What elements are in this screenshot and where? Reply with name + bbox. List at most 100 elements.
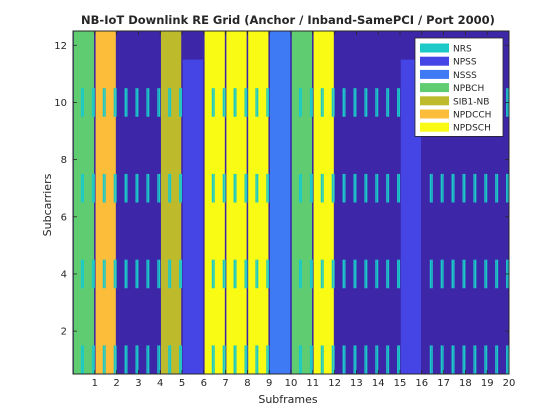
nrs-marker <box>266 88 268 117</box>
nrs-marker <box>91 173 94 203</box>
nrs-marker <box>168 88 170 117</box>
nrs-marker <box>255 259 257 289</box>
nrs-marker <box>300 345 302 374</box>
nrs-marker <box>375 345 377 374</box>
nrs-marker <box>137 259 139 289</box>
nrs-marker <box>169 345 172 374</box>
nrs-marker <box>113 88 116 117</box>
nrs-marker <box>169 259 172 289</box>
nrs-marker <box>233 259 235 289</box>
nrs-marker <box>115 173 117 203</box>
nrs-marker <box>146 173 148 203</box>
nrs-marker <box>298 88 301 117</box>
x-tick-label: 20 <box>503 378 516 389</box>
nrs-marker <box>397 259 399 289</box>
nrs-marker <box>157 345 159 374</box>
nrs-marker <box>102 88 105 117</box>
block-npss-sf15 <box>400 59 422 374</box>
nrs-marker <box>82 259 84 289</box>
x-tick-label: 18 <box>459 378 472 389</box>
nrs-marker <box>80 173 83 203</box>
nrs-marker <box>355 88 357 117</box>
nrs-marker <box>473 345 475 374</box>
nrs-marker <box>333 88 335 117</box>
legend: NRS NPSS NSSS NPBCH SIB1-NB NPDCCH NPDSCH <box>414 37 504 137</box>
nrs-marker <box>213 173 215 203</box>
nrs-marker <box>180 173 183 203</box>
legend-label: NPBCH <box>453 84 484 94</box>
nrs-marker <box>255 345 257 374</box>
x-tick-label: 1 <box>92 378 98 389</box>
nrs-marker <box>266 173 268 203</box>
nrs-marker <box>333 345 335 374</box>
nrs-marker <box>213 345 215 374</box>
nrs-marker <box>344 173 346 203</box>
legend-swatch <box>420 109 449 119</box>
x-axis-label: Subframes <box>258 393 318 406</box>
y-axis-label: Subcarriers <box>41 173 54 236</box>
nrs-marker <box>300 259 302 289</box>
nrs-marker <box>331 173 334 203</box>
nrs-marker <box>135 345 137 374</box>
nrs-marker <box>364 345 366 374</box>
nrs-marker <box>473 173 475 203</box>
nrs-marker <box>387 88 390 117</box>
legend-swatch <box>420 83 449 93</box>
nrs-marker <box>169 173 172 203</box>
nrs-marker <box>224 88 226 117</box>
nrs-marker <box>298 259 301 289</box>
nrs-marker <box>93 345 95 374</box>
nrs-marker <box>309 173 312 203</box>
nrs-marker <box>331 259 334 289</box>
nrs-marker <box>126 345 128 374</box>
nrs-marker <box>442 259 444 289</box>
nrs-marker <box>266 259 268 289</box>
nrs-marker <box>484 259 486 289</box>
nrs-marker <box>322 88 324 117</box>
nrs-marker <box>429 259 432 289</box>
legend-label: NSSS <box>453 71 477 81</box>
nrs-marker <box>91 88 94 117</box>
nrs-marker <box>246 88 248 117</box>
nrs-marker <box>365 345 368 374</box>
nrs-marker <box>333 259 335 289</box>
nrs-marker <box>386 88 388 117</box>
nrs-marker <box>124 173 126 203</box>
legend-swatch <box>420 43 449 53</box>
legend-label: SIB1-NB <box>453 97 489 107</box>
x-tick-label: 4 <box>157 378 163 389</box>
nrs-marker <box>224 345 226 374</box>
nrs-marker <box>102 259 105 289</box>
nrs-marker <box>387 173 390 203</box>
nrs-marker <box>474 173 477 203</box>
nrs-marker <box>256 345 259 374</box>
nrs-marker <box>102 345 105 374</box>
legend-swatch <box>420 56 449 66</box>
nrs-marker <box>495 173 497 203</box>
nrs-marker <box>179 259 181 289</box>
nrs-marker <box>442 173 444 203</box>
nrs-marker <box>397 345 399 374</box>
nrs-marker <box>462 173 464 203</box>
nrs-marker <box>124 345 126 374</box>
nrs-marker <box>322 173 324 203</box>
nrs-marker <box>322 259 324 289</box>
nrs-marker <box>398 88 401 117</box>
nrs-marker <box>353 259 355 289</box>
nrs-marker <box>364 259 366 289</box>
nrs-marker <box>355 173 357 203</box>
nrs-marker <box>82 173 84 203</box>
nrs-marker <box>235 345 237 374</box>
nrs-marker <box>342 259 344 289</box>
nrs-marker <box>365 259 368 289</box>
nrs-marker <box>113 345 116 374</box>
chart-title: NB-IoT Downlink RE Grid (Anchor / Inband… <box>81 13 495 27</box>
x-tick-label: 8 <box>244 378 250 389</box>
nrs-marker <box>126 88 128 117</box>
nrs-marker <box>375 88 377 117</box>
nrs-marker <box>180 345 183 374</box>
nrs-marker <box>146 259 148 289</box>
nrs-marker <box>157 88 159 117</box>
nrs-marker <box>147 345 150 374</box>
